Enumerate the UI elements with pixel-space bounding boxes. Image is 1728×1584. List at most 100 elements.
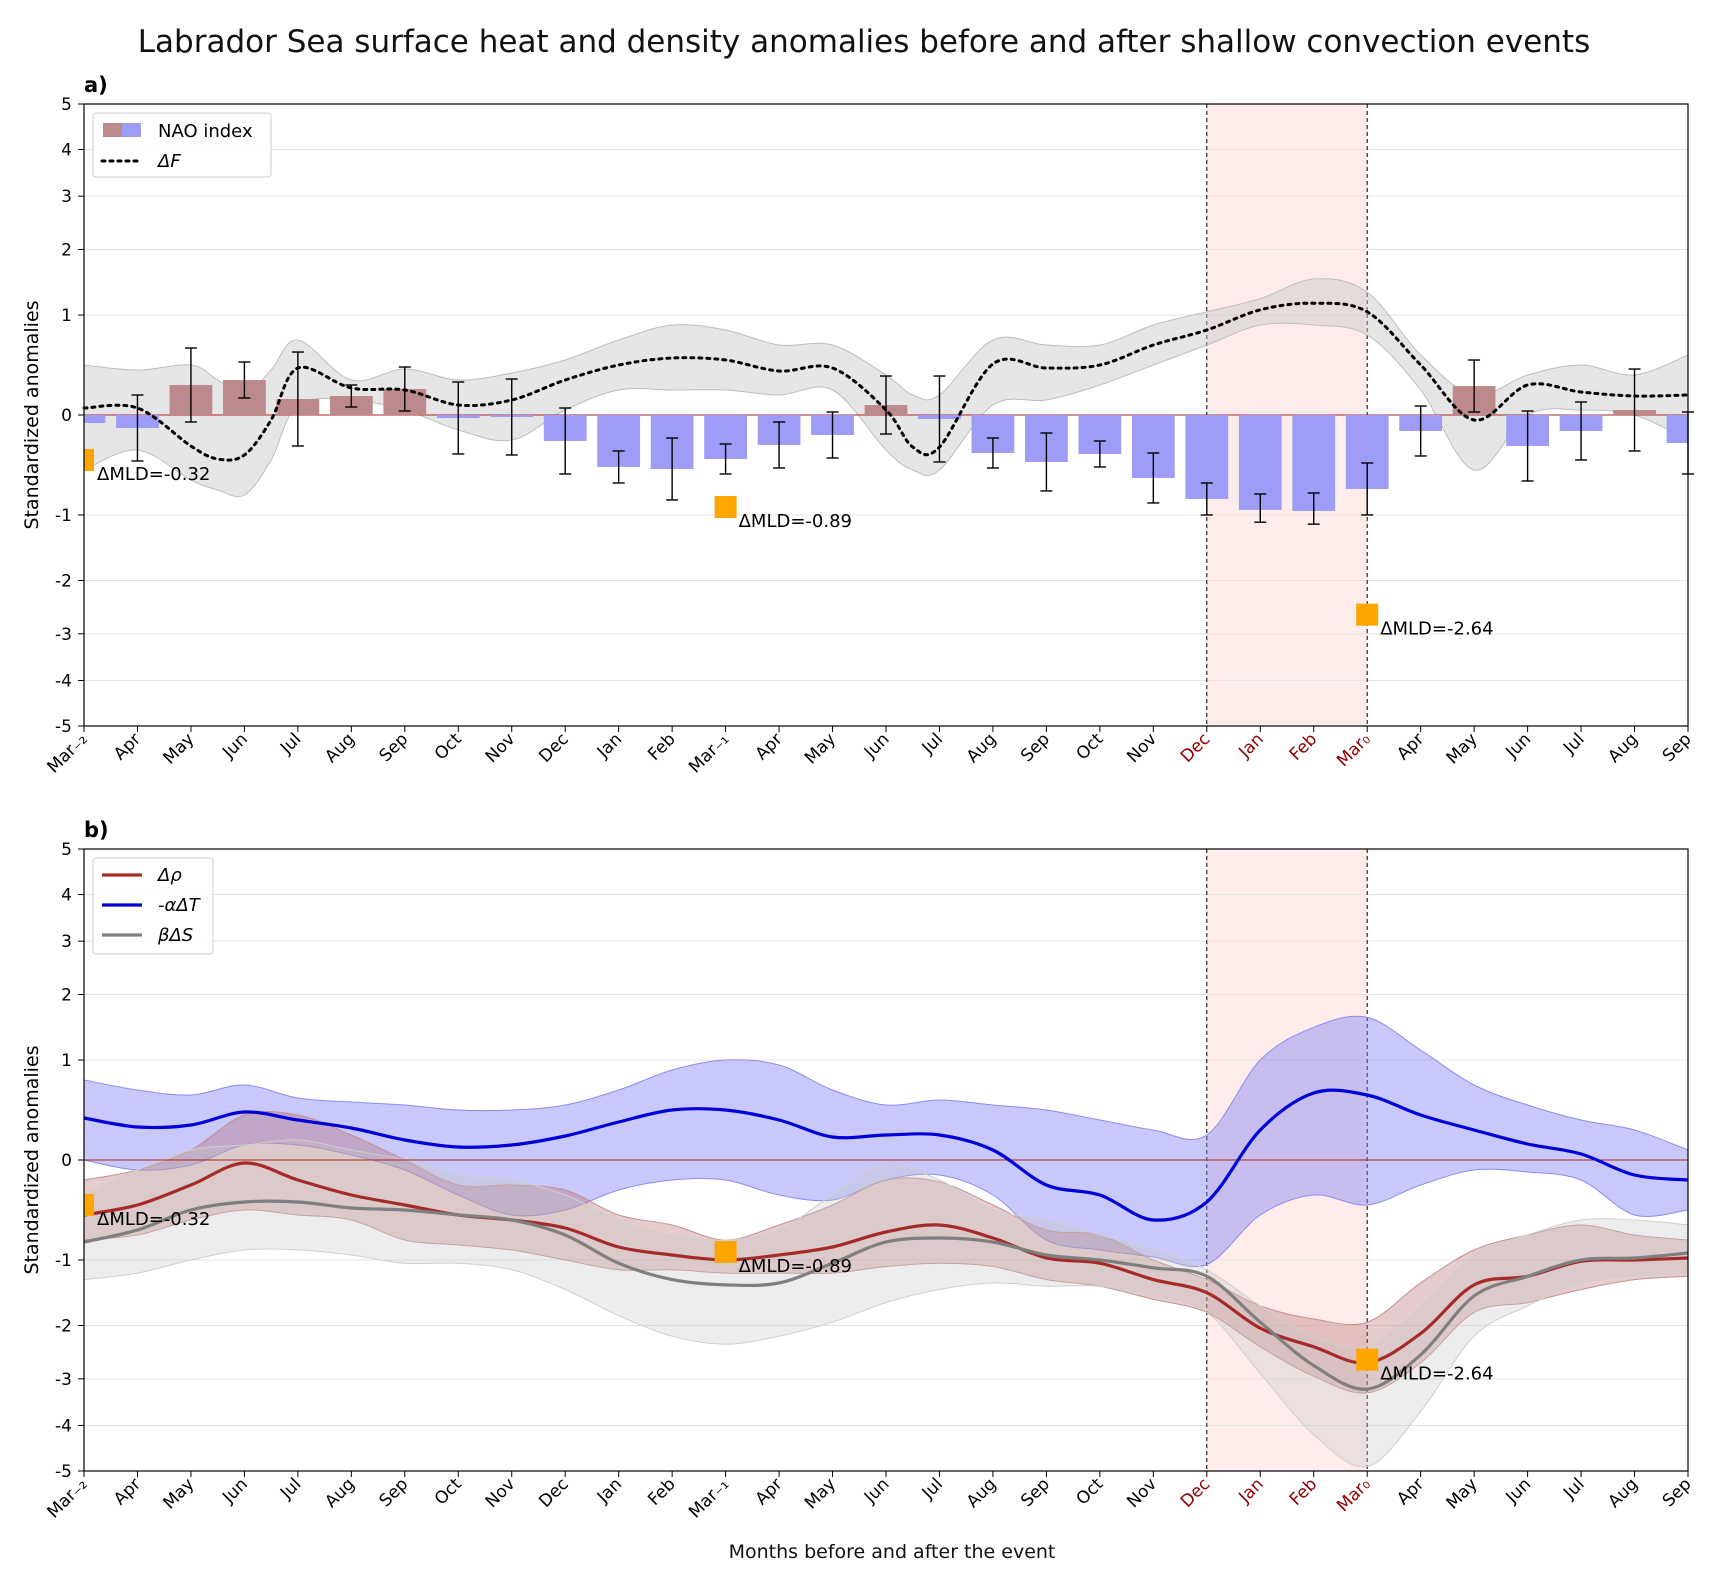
x-tick-label: Oct [431, 1474, 466, 1509]
line-delta_rho [83, 1161, 1689, 1365]
x-tick-label: Sep [376, 1474, 413, 1511]
x-tick-label: Aug [1604, 1474, 1642, 1512]
x-tick-label: May [801, 729, 840, 768]
mld-label: ΔMLD=-2.64 [1380, 1364, 1493, 1385]
mld-marker [84, 1193, 94, 1216]
x-tick-label: Apr [752, 1474, 787, 1509]
y-tick-label: 2 [61, 985, 72, 1005]
x-tick-label: Aug [963, 729, 1001, 767]
x-tick-label: Feb [644, 729, 679, 764]
y-tick-label: -1 [55, 506, 72, 526]
x-tick-label: Jul [918, 729, 947, 758]
legend-label-nao: NAO index [158, 121, 253, 142]
y-tick-label: 0 [61, 406, 72, 426]
legend-label-delta_rho: Δρ [156, 865, 182, 886]
x-tick-label: Mar₀ [1333, 1474, 1375, 1516]
mld-label: ΔMLD=-2.64 [1380, 619, 1493, 640]
mld-label: ΔMLD=-0.32 [97, 464, 210, 485]
x-tick-label: May [801, 1474, 840, 1513]
mld-marker [1356, 603, 1379, 626]
delta-f-line [82, 301, 1690, 462]
legend-swatch-nao-neg [122, 123, 141, 137]
x-tick-label: Jul [1559, 1474, 1588, 1503]
x-tick-label: Mar₀ [1333, 729, 1375, 771]
x-tick-label: Aug [321, 729, 359, 767]
x-tick-label: Jun [860, 729, 894, 763]
x-tick-label: Feb [1286, 729, 1321, 764]
plot-frame [83, 848, 1689, 1472]
line-beta_s [83, 1199, 1689, 1391]
plot-frame [83, 103, 1689, 727]
x-tick-label: Jun [218, 729, 252, 763]
x-tick-label: Jul [276, 1474, 305, 1503]
x-tick-label: Jul [276, 729, 305, 758]
y-tick-label: -3 [55, 1370, 72, 1390]
x-tick-label: Sep [1017, 729, 1054, 766]
y-tick-label: -5 [55, 717, 72, 737]
y-axis-title: Standardized anomalies [21, 300, 43, 529]
y-tick-label: 3 [61, 187, 72, 207]
x-tick-label: Sep [1659, 729, 1696, 766]
x-tick-label: Feb [1286, 1474, 1321, 1509]
x-tick-label: Aug [963, 1474, 1001, 1512]
x-tick-label: Jun [218, 1474, 252, 1508]
nao-bar [84, 415, 106, 423]
x-tick-label: Jun [1502, 1474, 1536, 1508]
mld-label: ΔMLD=-0.89 [739, 1256, 852, 1277]
y-tick-label: 1 [61, 306, 72, 326]
mld-label: ΔMLD=-0.89 [739, 511, 852, 532]
x-tick-label: Mar₋₁ [685, 1474, 733, 1522]
x-tick-label: Oct [1072, 1474, 1107, 1509]
y-tick-label: 0 [61, 1151, 72, 1171]
mld-marker [84, 448, 94, 471]
y-tick-label: 3 [61, 932, 72, 952]
x-tick-label: Nov [1123, 729, 1161, 767]
x-tick-label: Sep [1659, 1474, 1696, 1511]
y-tick-label: -4 [55, 1416, 72, 1436]
x-tick-label: Jan [593, 1474, 626, 1507]
mld-label: ΔMLD=-0.32 [97, 1209, 210, 1230]
y-tick-label: 5 [61, 840, 72, 860]
x-tick-label: May [159, 1474, 198, 1513]
x-tick-label: Jan [1234, 1474, 1267, 1507]
x-tick-label: Oct [431, 729, 466, 764]
x-axis-title: Months before and after the event [728, 1541, 1056, 1563]
legend-box [92, 857, 214, 955]
mld-marker [714, 1240, 737, 1263]
x-tick-label: Dec [1177, 729, 1214, 766]
y-tick-label: -5 [55, 1462, 72, 1482]
x-tick-label: Oct [1072, 729, 1107, 764]
x-tick-label: Aug [1604, 729, 1642, 767]
x-tick-label: Aug [321, 1474, 359, 1512]
y-tick-label: -2 [55, 1317, 72, 1337]
nao-bar [1666, 415, 1688, 443]
x-tick-label: Dec [535, 729, 572, 766]
legend-b: Δρ -αΔT βΔS [92, 857, 214, 955]
x-tick-label: Jul [1559, 729, 1588, 758]
x-tick-label: Jan [593, 729, 626, 762]
x-tick-label: Dec [1177, 1474, 1214, 1511]
mld-marker [1356, 1348, 1379, 1371]
panel-label: b) [84, 818, 109, 842]
legend-label-beta_s: βΔS [157, 925, 193, 946]
x-tick-label: Jun [860, 1474, 894, 1508]
mld-marker [714, 495, 737, 518]
x-tick-label: Jul [918, 1474, 947, 1503]
x-tick-label: Apr [1393, 729, 1428, 764]
x-tick-label: Jan [1234, 729, 1267, 762]
y-tick-label: -2 [55, 572, 72, 592]
x-tick-label: Jun [1502, 729, 1536, 763]
x-tick-label: Apr [1393, 1474, 1428, 1509]
x-tick-label: Sep [1017, 1474, 1054, 1511]
y-tick-label: -3 [55, 625, 72, 645]
x-tick-label: Apr [752, 729, 787, 764]
x-tick-label: Nov [1123, 1474, 1161, 1512]
figure-title: Labrador Sea surface heat and density an… [137, 24, 1591, 60]
band-beta_s [83, 1139, 1689, 1468]
y-tick-label: 2 [61, 240, 72, 260]
x-tick-label: Dec [535, 1474, 572, 1511]
x-tick-label: Apr [110, 729, 145, 764]
x-tick-label: Feb [644, 1474, 679, 1509]
